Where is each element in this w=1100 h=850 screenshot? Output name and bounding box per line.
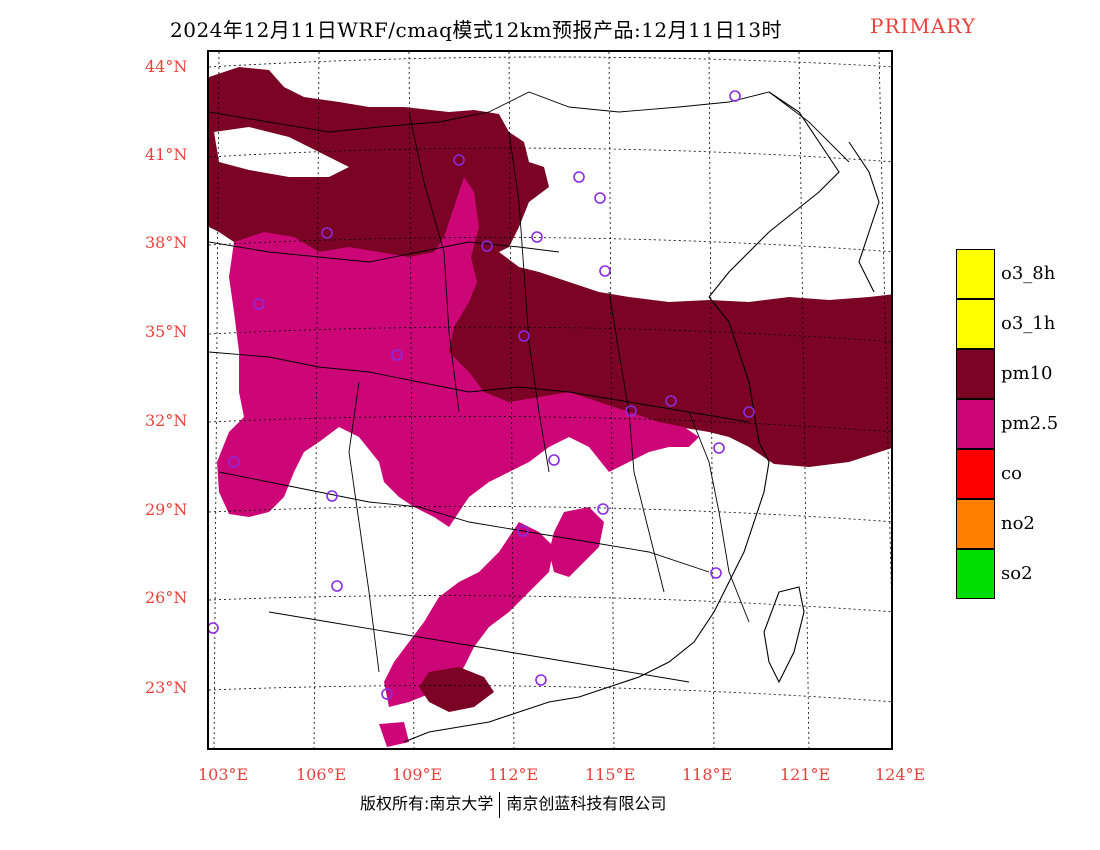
pm25-region (217, 177, 699, 527)
legend-item: co (956, 449, 1096, 499)
map-title: 2024年12月11日WRF/cmaq模式12km预报产品:12月11日13时 … (0, 12, 1100, 42)
station-marker (713, 442, 725, 454)
station-marker (518, 330, 530, 342)
pm25-plume-south (384, 522, 554, 707)
pm25-hainan-patch (379, 722, 409, 747)
station-marker (321, 227, 333, 239)
station-marker (228, 456, 240, 468)
legend-item: o3_8h (956, 249, 1096, 299)
clear-area-2 (669, 172, 891, 292)
station-marker (531, 231, 543, 243)
province-boundaries (209, 91, 850, 683)
legend-label: pm10 (1001, 363, 1053, 384)
copyright-left: 版权所有:南京大学 (360, 794, 494, 813)
lat-label: 35°N (145, 322, 188, 341)
station-marker (599, 265, 611, 277)
pm25-plume-east (549, 507, 604, 577)
station-marker (729, 90, 741, 102)
lat-label: 26°N (145, 588, 188, 607)
station-marker (548, 454, 560, 466)
legend-label: no2 (1001, 513, 1035, 534)
legend-item: so2 (956, 549, 1096, 599)
lat-label: 38°N (145, 233, 188, 252)
station-marker (391, 349, 403, 361)
copyright-footer: 版权所有:南京大学 南京创蓝科技有限公司 (360, 790, 666, 818)
legend-label: pm2.5 (1001, 413, 1059, 434)
footer-divider (499, 791, 501, 818)
legend-item: no2 (956, 499, 1096, 549)
legend-swatch (956, 349, 995, 399)
legend-swatch (956, 299, 995, 349)
legend-label: o3_1h (1001, 313, 1056, 334)
primary-tag: PRIMARY (870, 14, 976, 38)
legend-label: co (1001, 463, 1022, 484)
lon-label: 121°E (780, 765, 831, 784)
station-marker (209, 622, 219, 634)
lat-label: 23°N (145, 678, 188, 697)
station-marker (625, 405, 637, 417)
station-marker (535, 674, 547, 686)
legend-label: o3_8h (1001, 263, 1056, 284)
station-marker (253, 298, 265, 310)
legend-swatch (956, 499, 995, 549)
legend-swatch (956, 249, 995, 299)
lat-label: 44°N (145, 57, 188, 76)
copyright-right: 南京创蓝科技有限公司 (506, 794, 667, 813)
legend: o3_8h o3_1h pm10 pm2.5 co no2 so2 (956, 249, 1096, 599)
legend-item: pm10 (956, 349, 1096, 399)
station-marker (710, 567, 722, 579)
station-marker (573, 171, 585, 183)
lat-label: 29°N (145, 500, 188, 519)
legend-item: o3_1h (956, 299, 1096, 349)
coastline (403, 91, 880, 743)
lon-label: 106°E (296, 765, 347, 784)
clear-area-1 (214, 127, 349, 177)
legend-item: pm2.5 (956, 399, 1096, 449)
pm10-region (209, 67, 891, 467)
station-marker (743, 406, 755, 418)
lat-label: 32°N (145, 411, 188, 430)
station-marker (517, 525, 529, 537)
legend-swatch (956, 449, 995, 499)
station-marker (453, 154, 465, 166)
lon-label: 112°E (488, 765, 539, 784)
station-marker (597, 503, 609, 515)
station-markers (209, 90, 755, 700)
lon-label: 103°E (198, 765, 249, 784)
station-marker (481, 240, 493, 252)
map-area (207, 50, 893, 750)
legend-swatch (956, 399, 995, 449)
lon-label: 124°E (875, 765, 926, 784)
station-marker (326, 490, 338, 502)
station-marker (331, 580, 343, 592)
lat-label: 41°N (145, 145, 188, 164)
map-svg (209, 52, 891, 748)
station-marker (594, 192, 606, 204)
graticule (209, 52, 891, 748)
lon-label: 115°E (585, 765, 636, 784)
title-text: 2024年12月11日WRF/cmaq模式12km预报产品:12月11日13时 (170, 18, 783, 42)
legend-label: so2 (1001, 563, 1033, 584)
legend-swatch (956, 549, 995, 599)
station-marker (381, 688, 393, 700)
lon-label: 118°E (682, 765, 733, 784)
station-marker (665, 395, 677, 407)
lon-label: 109°E (392, 765, 443, 784)
pm10-coastal-patch (419, 667, 494, 712)
